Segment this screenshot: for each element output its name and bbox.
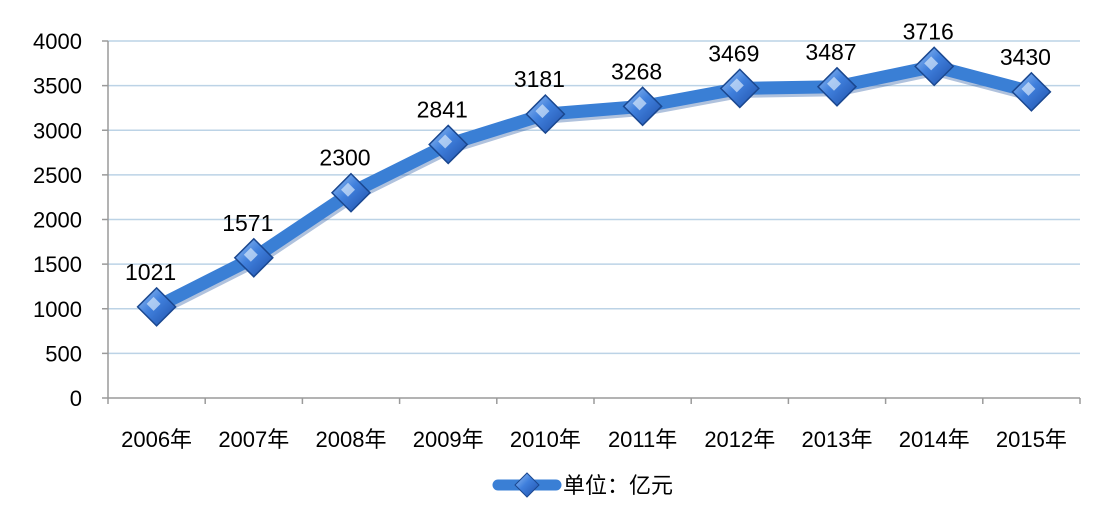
x-tick-label-9: 2015年 (996, 427, 1067, 452)
x-tick-label-8: 2014年 (899, 427, 970, 452)
data-marker-highlight-6 (729, 78, 744, 93)
data-label-9: 3430 (1000, 44, 1051, 70)
legend: 单位：亿元 (492, 472, 673, 499)
x-axis-tick-labels: 2006年 2007年 2008年 2009年 2010年 2011年 2012年 2013年… (121, 427, 1067, 452)
x-tick-label-3: 2009年 (413, 427, 484, 452)
y-tick-label-1500: 1500 (33, 252, 82, 277)
data-label-5: 3268 (611, 58, 662, 84)
data-marker-highlight-8 (924, 56, 939, 71)
y-axis-tick-labels: 0 500 1000 1500 2000 2500 3000 3500 4000 (33, 29, 82, 411)
series-line-group (150, 59, 1040, 317)
y-tick-label-4000: 4000 (33, 29, 82, 54)
data-label-2: 2300 (319, 145, 370, 171)
data-label-7: 3487 (805, 39, 856, 65)
x-tick-label-2: 2008年 (316, 427, 387, 452)
data-label-group: 1021 1571 2300 2841 3181 3268 3469 3487 3716 3430 (125, 18, 1051, 285)
marker-group (136, 46, 1052, 327)
gridlines (102, 40, 1080, 399)
y-tick-label-1000: 1000 (33, 297, 82, 322)
axes (107, 41, 1081, 404)
x-tick-label-4: 2010年 (510, 427, 581, 452)
x-tick-label-0: 2006年 (121, 427, 192, 452)
data-label-6: 3469 (708, 40, 759, 66)
x-tick-label-7: 2013年 (802, 427, 873, 452)
x-tick-label-6: 2012年 (704, 427, 775, 452)
y-tick-label-0: 0 (70, 386, 82, 411)
data-marker-highlight-4 (535, 104, 550, 119)
data-marker-highlight-0 (146, 296, 161, 311)
data-label-1: 1571 (222, 210, 273, 236)
series-line (150, 59, 1038, 314)
data-label-8: 3716 (903, 18, 954, 44)
data-marker-highlight-7 (827, 76, 841, 91)
data-marker-highlight-3 (438, 134, 453, 149)
data-marker-highlight-2 (341, 182, 355, 197)
x-tick-label-1: 2007年 (218, 427, 289, 452)
data-marker-highlight-1 (243, 247, 258, 262)
x-tick-label-5: 2011年 (608, 427, 677, 452)
data-marker-highlight-5 (632, 96, 647, 111)
legend-label: 单位：亿元 (563, 474, 673, 499)
y-tick-label-3500: 3500 (33, 74, 82, 99)
y-tick-label-2000: 2000 (33, 208, 82, 233)
data-label-0: 1021 (125, 259, 176, 285)
data-label-3: 2841 (417, 96, 468, 122)
data-label-4: 3181 (514, 66, 565, 92)
legend-marker-icon (514, 472, 540, 498)
y-tick-label-3000: 3000 (33, 118, 82, 143)
y-tick-label-500: 500 (45, 341, 82, 366)
data-marker-highlight-9 (1021, 81, 1036, 96)
y-tick-label-2500: 2500 (33, 163, 82, 188)
